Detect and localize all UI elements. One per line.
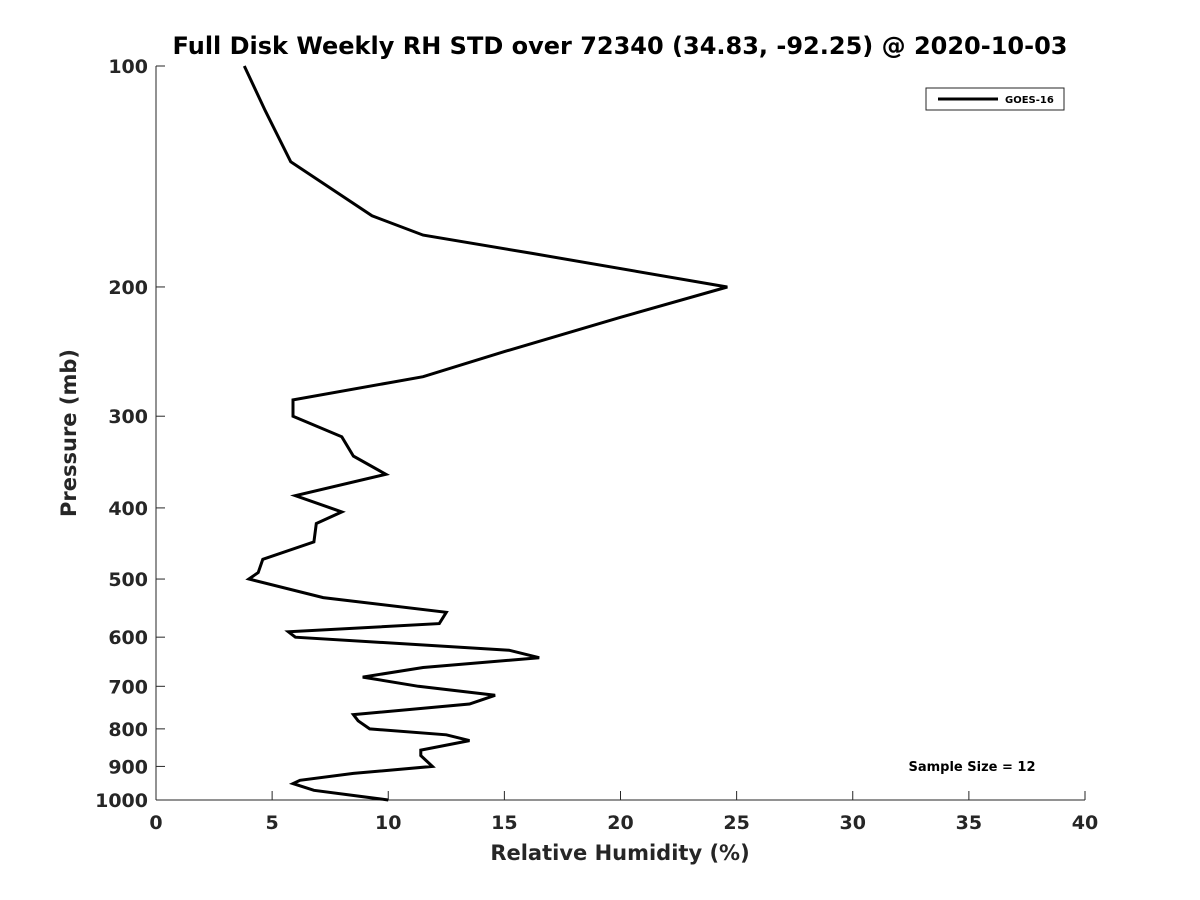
x-tick-label: 20 (607, 812, 633, 834)
y-tick-label: 800 (108, 719, 148, 741)
y-tick-label: 700 (108, 676, 148, 698)
y-axis-label: Pressure (mb) (57, 349, 81, 517)
legend-label-goes-16: GOES-16 (1005, 95, 1054, 106)
x-tick-label: 40 (1072, 812, 1098, 834)
y-tick-label: 400 (108, 498, 148, 520)
y-tick-label: 200 (108, 277, 148, 299)
x-tick-label: 0 (149, 812, 162, 834)
x-tick-label: 30 (840, 812, 866, 834)
y-tick-label: 300 (108, 406, 148, 428)
x-axis-ticks: 0 5 10 15 20 25 30 35 40 (149, 791, 1098, 834)
y-axis-ticks: 100 200 300 400 500 600 700 800 900 1000 (95, 56, 165, 812)
x-tick-label: 10 (375, 812, 401, 834)
x-axis-label: Relative Humidity (%) (490, 841, 749, 865)
x-tick-label: 35 (956, 812, 982, 834)
series-group (242, 65, 728, 802)
y-tick-label: 900 (108, 756, 148, 778)
x-tick-label: 5 (266, 812, 279, 834)
legend: GOES-16 (925, 87, 1065, 111)
y-tick-label: 1000 (95, 790, 148, 812)
x-tick-label: 15 (491, 812, 517, 834)
series-line-goes-16 (242, 65, 728, 802)
x-tick-label: 25 (723, 812, 749, 834)
chart-title: Full Disk Weekly RH STD over 72340 (34.8… (173, 32, 1068, 60)
sample-size-annotation: Sample Size = 12 (908, 760, 1035, 775)
y-tick-label: 500 (108, 569, 148, 591)
y-tick-label: 600 (108, 627, 148, 649)
y-tick-label: 100 (108, 56, 148, 78)
